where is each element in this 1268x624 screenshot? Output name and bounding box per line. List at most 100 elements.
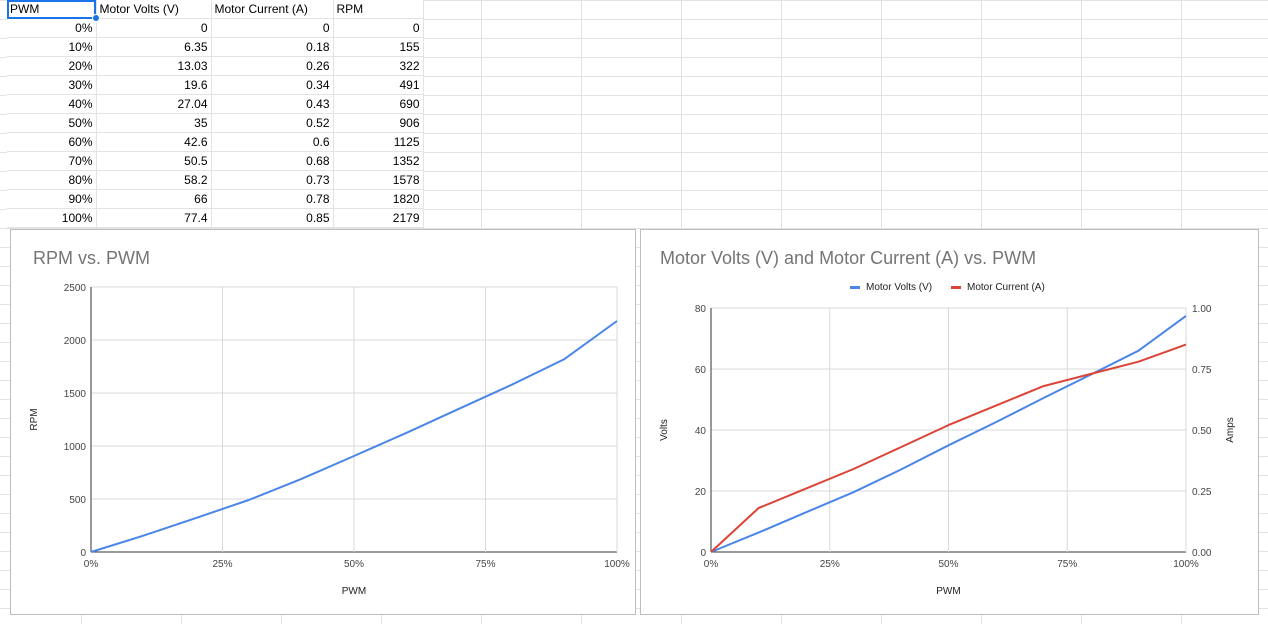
table-cell[interactable]: 0.43 [211,94,334,114]
table-cell[interactable]: 6.35 [96,37,212,57]
y2-tick-label: 0.00 [1192,548,1212,559]
table-row: 40% 27.04 0.43 690 [7,94,424,114]
volts-current-chart[interactable]: Motor Volts (V) and Motor Current (A) vs… [640,229,1259,615]
x-tick-label: 0% [704,559,719,570]
table-cell[interactable]: 50% [7,113,97,133]
table-cell[interactable]: 50.5 [96,151,212,171]
table-cell[interactable]: 90% [7,189,97,209]
table-cell[interactable]: 100% [7,208,97,228]
y2-axis-title: Amps [1225,417,1236,443]
table-cell[interactable]: 2179 [333,208,424,228]
table-cell[interactable]: 0.68 [211,151,334,171]
table-cell[interactable]: 0 [211,18,334,38]
table-cell[interactable]: 19.6 [96,75,212,95]
x-tick-label: 50% [344,559,364,570]
table-cell[interactable]: 1125 [333,132,424,152]
table-cell[interactable]: 60% [7,132,97,152]
table-cell[interactable]: 10% [7,37,97,57]
y2-tick-label: 0.75 [1192,365,1212,376]
table-cell[interactable]: 1352 [333,151,424,171]
table-row: 80% 58.2 0.73 1578 [7,170,424,190]
table-cell[interactable]: 66 [96,189,212,209]
table-cell[interactable]: 80% [7,170,97,190]
table-cell[interactable]: 0.6 [211,132,334,152]
table-cell[interactable]: 1820 [333,189,424,209]
x-axis-title: PWM [342,586,366,597]
selection-handle[interactable] [91,14,100,22]
table-cell[interactable]: 906 [333,113,424,133]
y-tick-label: 60 [695,365,707,376]
chart-title: Motor Volts (V) and Motor Current (A) vs… [660,248,1037,268]
table-cell[interactable]: 70% [7,151,97,171]
data-table: PWM Motor Volts (V) Motor Current (A) RPM 0%… [7,0,424,228]
table-cell[interactable]: 0 [333,18,424,38]
legend-swatch [951,286,961,289]
header-row: PWM Motor Volts (V) Motor Current (A) RPM [7,0,424,22]
rpm-chart[interactable]: RPM vs. PWM 0 500 1000 1500 2000 2500 0% 25% 50%… [10,229,636,615]
table-cell[interactable]: 322 [333,56,424,76]
x-tick-label: 25% [212,559,232,570]
table-cell[interactable]: 77.4 [96,208,212,228]
series-line-motor-current-a [710,343,1187,553]
table-cell[interactable]: 0% [7,18,97,38]
legend-swatch [850,286,860,289]
table-cell[interactable]: 0.73 [211,170,334,190]
series-line-rpm [90,320,618,553]
header-cell[interactable]: PWM [7,0,100,22]
table-row: 30% 19.6 0.34 491 [7,75,424,95]
y2-tick-label: 0.50 [1192,426,1212,437]
table-row: 70% 50.5 0.68 1352 [7,151,424,171]
table-cell[interactable]: 1578 [333,170,424,190]
table-cell[interactable]: 58.2 [96,170,212,190]
y-axis-title: Volts [659,419,670,441]
y2-tick-label: 0.25 [1192,487,1212,498]
x-tick-label: 75% [475,559,495,570]
header-cell[interactable]: Motor Volts (V) [96,0,212,19]
table-cell[interactable]: 0.52 [211,113,334,133]
y-tick-label: 2000 [64,336,87,347]
x-tick-label: 100% [1173,559,1199,570]
y-tick-label: 80 [695,304,707,315]
table-row: 0% 0 0 0 [7,18,424,38]
y-tick-label: 0 [700,548,706,559]
table-row: 20% 13.03 0.26 322 [7,56,424,76]
table-cell[interactable]: 0.34 [211,75,334,95]
table-cell[interactable]: 0.26 [211,56,334,76]
x-tick-label: 50% [938,559,958,570]
table-cell[interactable]: 13.03 [96,56,212,76]
table-cell[interactable]: 27.04 [96,94,212,114]
x-axis-title: PWM [936,586,960,597]
table-cell[interactable]: 491 [333,75,424,95]
x-tick-label: 100% [604,559,630,570]
table-cell[interactable]: 155 [333,37,424,57]
y-tick-label: 500 [69,495,86,506]
rpm-chart-plot: 0 500 1000 1500 2000 2500 0% 25% 50% 75% 100% PWM RP… [29,283,630,597]
table-row: 90% 66 0.78 1820 [7,189,424,209]
legend-label: Motor Current (A) [967,282,1045,293]
table-cell[interactable]: 0.78 [211,189,334,209]
table-cell[interactable]: 42.6 [96,132,212,152]
y-tick-label: 0 [80,548,86,559]
table-row: 10% 6.35 0.18 155 [7,37,424,57]
table-row: 100% 77.4 0.85 2179 [7,208,424,228]
table-row: 60% 42.6 0.6 1125 [7,132,424,152]
table-cell[interactable]: 0 [96,18,212,38]
y2-tick-label: 1.00 [1192,304,1212,315]
y-tick-label: 2500 [64,283,87,294]
table-cell[interactable]: 0.85 [211,208,334,228]
header-cell[interactable]: Motor Current (A) [211,0,334,19]
x-tick-label: 0% [84,559,99,570]
y-axis-title: RPM [29,408,40,430]
table-cell[interactable]: 0.18 [211,37,334,57]
table-cell[interactable]: 40% [7,94,97,114]
legend-label: Motor Volts (V) [866,282,932,293]
header-cell[interactable]: RPM [333,0,424,19]
table-cell[interactable]: 35 [96,113,212,133]
table-cell[interactable]: 30% [7,75,97,95]
y-tick-label: 1000 [64,442,87,453]
y-tick-label: 20 [695,487,707,498]
chart-title: RPM vs. PWM [33,248,150,268]
x-tick-label: 25% [820,559,840,570]
table-cell[interactable]: 20% [7,56,97,76]
table-cell[interactable]: 690 [333,94,424,114]
